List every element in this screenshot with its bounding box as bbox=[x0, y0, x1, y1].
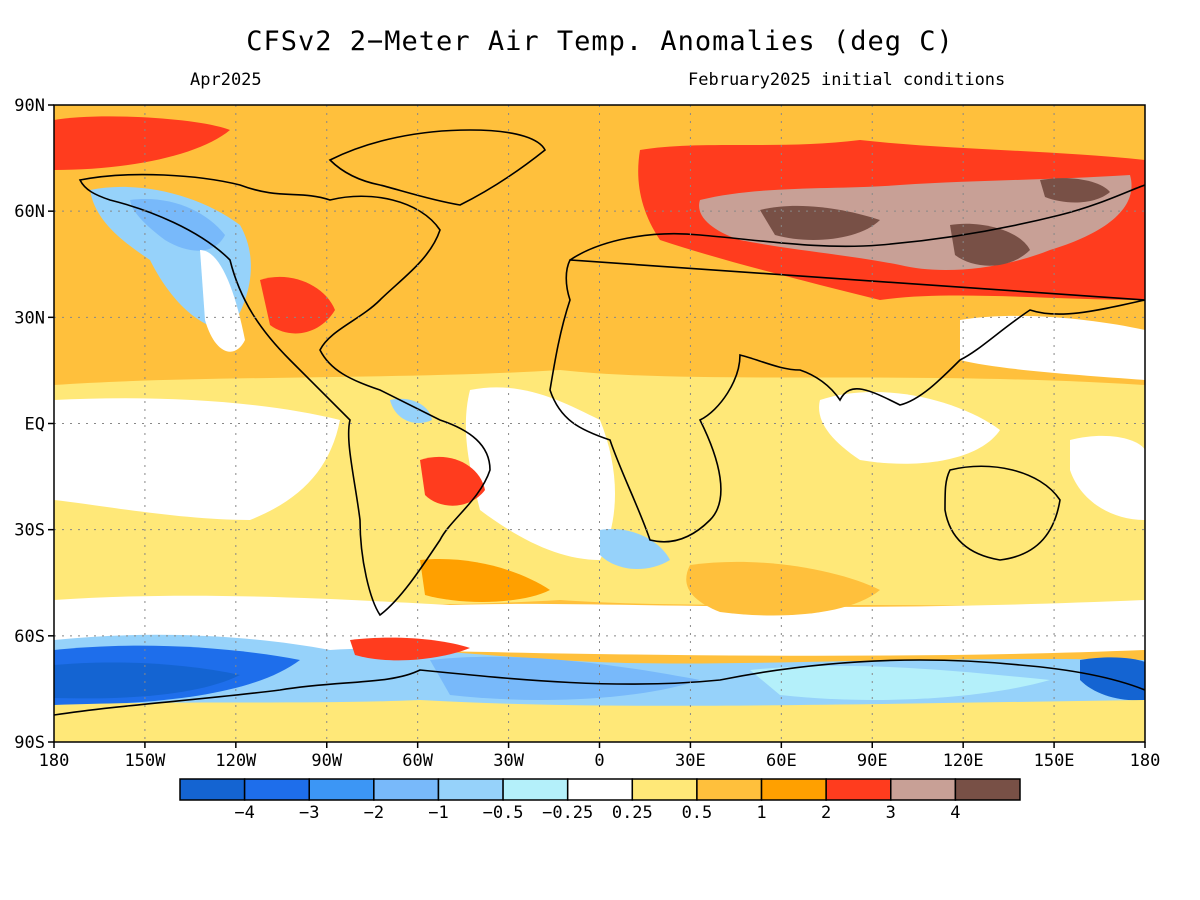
lon-tick-label: 120E bbox=[943, 751, 984, 771]
antarctic-peninsula-warm bbox=[350, 637, 470, 661]
australia-outline bbox=[944, 465, 1061, 561]
south-america-cool bbox=[390, 398, 432, 424]
lon-tick-label: 150E bbox=[1034, 751, 1075, 771]
ross-sea-extreme-cold bbox=[54, 662, 240, 699]
colorbar-label: −4 bbox=[234, 803, 254, 823]
colorbar-swatch bbox=[696, 778, 763, 801]
colorbar-label: −2 bbox=[364, 803, 384, 823]
south-atlantic-warm bbox=[420, 559, 550, 602]
colorbar-swatch bbox=[243, 778, 310, 801]
lat-tick-label: 30S bbox=[14, 521, 45, 541]
colorbar-label: 3 bbox=[886, 803, 896, 823]
south-indian-warm bbox=[686, 561, 880, 616]
lon-tick-label: 0 bbox=[594, 751, 604, 771]
lon-tick-label: 90W bbox=[311, 751, 342, 771]
lat-tick-label: 30N bbox=[14, 308, 45, 328]
colorbar-swatch bbox=[437, 778, 504, 801]
lat-tick-label: 60N bbox=[14, 202, 45, 222]
siberia-extreme-warm-north bbox=[1040, 178, 1110, 203]
south-atlantic-cool bbox=[600, 529, 670, 570]
lon-tick-label: 180 bbox=[1130, 751, 1161, 771]
colorbar-label: 0.25 bbox=[612, 803, 653, 823]
longitude-axis: 180 150W 120W 90W 60W 30W 0 30E 60E 90E 120E 150E 18… bbox=[39, 742, 1161, 771]
west-pacific-neutral bbox=[960, 315, 1145, 380]
graticule bbox=[54, 105, 1145, 742]
americas-outline bbox=[78, 173, 491, 617]
tropical-pacific-neutral bbox=[54, 398, 340, 520]
lon-tick-label: 150W bbox=[124, 751, 166, 771]
antarctica-outline bbox=[54, 659, 1145, 716]
colorbar-swatch bbox=[308, 778, 375, 801]
south-pacific-neutral bbox=[1070, 435, 1145, 520]
colorbar-swatch bbox=[954, 778, 1021, 801]
lon-tick-label: 60E bbox=[766, 751, 797, 771]
tropical-atlantic-neutral bbox=[465, 387, 615, 560]
colorbar-swatch bbox=[890, 778, 957, 801]
lat-tick-label: 60S bbox=[14, 627, 45, 647]
lon-tick-label: 30E bbox=[675, 751, 706, 771]
indian-ocean-neutral bbox=[819, 391, 1000, 464]
arctic-pacific-warm bbox=[54, 116, 230, 170]
colorbar-label: −0.25 bbox=[542, 803, 593, 823]
brazil-warm bbox=[420, 456, 485, 506]
lon-tick-label: 30W bbox=[493, 751, 524, 771]
lat-tick-label: 90N bbox=[14, 96, 45, 116]
lon-tick-label: 60W bbox=[402, 751, 433, 771]
colorbar-swatch bbox=[179, 778, 246, 801]
initial-conditions-label: February2025 initial conditions bbox=[688, 70, 1006, 90]
lat-tick-label: 90S bbox=[14, 733, 45, 753]
colorbar-label: −1 bbox=[428, 803, 448, 823]
greenland-outline bbox=[328, 129, 547, 206]
lon-tick-label: 120W bbox=[215, 751, 257, 771]
colorbar-label: 0.5 bbox=[682, 803, 713, 823]
colorbar-swatch bbox=[631, 778, 698, 801]
colorbar-swatch bbox=[502, 778, 569, 801]
eurasia-africa-outline bbox=[549, 184, 1145, 543]
colorbar-swatch bbox=[566, 778, 634, 801]
colorbar: −4 −3 −2 −1 −0.5 −0.25 0.25 0.5 1 2 3 4 bbox=[179, 778, 1021, 823]
us-southwest-warm bbox=[260, 276, 335, 334]
colorbar-label: 2 bbox=[821, 803, 831, 823]
siberia-extreme-warm-west bbox=[760, 205, 880, 240]
east-antarctic-cool bbox=[750, 665, 1050, 700]
colorbar-label: 1 bbox=[756, 803, 766, 823]
lon-tick-label: 180 bbox=[39, 751, 70, 771]
valid-month-label: Apr2025 bbox=[190, 70, 262, 90]
colorbar-label: 4 bbox=[950, 803, 960, 823]
colorbar-swatch bbox=[373, 778, 440, 801]
lat-tick-label: EQ bbox=[25, 415, 45, 435]
coastlines bbox=[54, 129, 1145, 716]
colorbar-label: −3 bbox=[299, 803, 319, 823]
chart-title: CFSv2 2−Meter Air Temp. Anomalies (deg C… bbox=[246, 26, 954, 57]
colorbar-label: −0.5 bbox=[483, 803, 524, 823]
latitude-axis: 90N 60N 30N EQ 30S 60S 90S bbox=[14, 96, 54, 753]
west-coast-neutral bbox=[200, 250, 245, 352]
lon-tick-label: 90E bbox=[857, 751, 888, 771]
colorbar-swatch bbox=[825, 778, 892, 801]
colorbar-swatch bbox=[760, 778, 827, 801]
weddell-sea-cold bbox=[430, 656, 700, 700]
